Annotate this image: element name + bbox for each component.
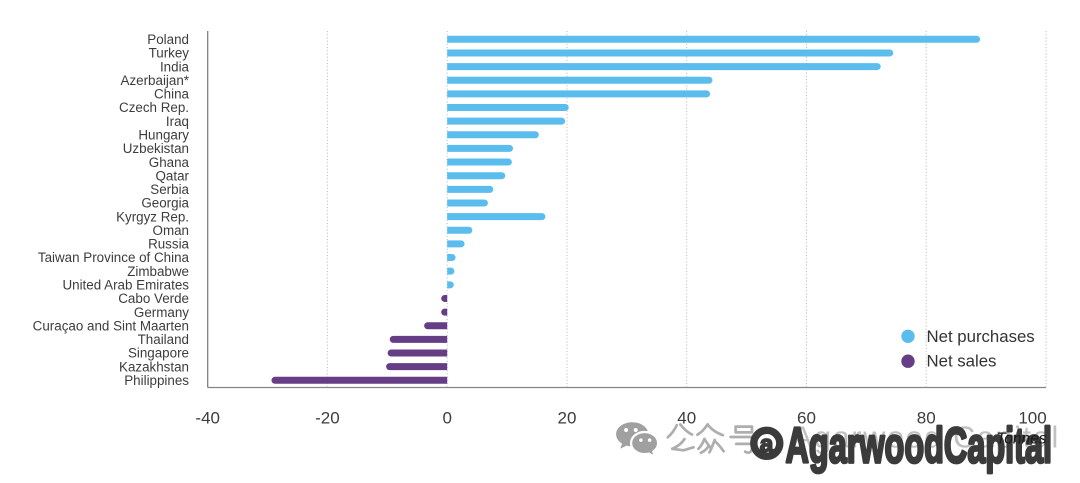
svg-text:Georgia: Georgia [141, 196, 189, 211]
svg-text:AgarwoodCapital: AgarwoodCapital [786, 417, 1052, 473]
svg-text:Net purchases: Net purchases [927, 327, 1035, 346]
svg-text:Ghana: Ghana [149, 155, 190, 170]
svg-text:Agarwood Capital: Agarwood Capital [792, 421, 1060, 455]
svg-text:80: 80 [917, 409, 936, 428]
svg-text:Russia: Russia [148, 237, 189, 252]
svg-text:Zimbabwe: Zimbabwe [127, 264, 189, 279]
svg-text:Germany: Germany [134, 305, 189, 320]
svg-text:Hungary: Hungary [138, 127, 189, 142]
svg-text:-20: -20 [315, 409, 340, 428]
svg-text:India: India [160, 59, 190, 74]
svg-text:Czech Rep.: Czech Rep. [119, 100, 189, 115]
svg-text:Poland: Poland [147, 32, 189, 47]
svg-text:100: 100 [1018, 409, 1046, 428]
svg-text:Turkey: Turkey [149, 46, 190, 61]
svg-text:China: China [154, 87, 190, 102]
svg-text:Cabo Verde: Cabo Verde [118, 291, 189, 306]
svg-text:Singapore: Singapore [128, 346, 189, 361]
svg-text:Iraq: Iraq [166, 114, 189, 129]
svg-text:Thailand: Thailand [138, 332, 189, 347]
svg-text:40: 40 [677, 409, 696, 428]
svg-text:Uzbekistan: Uzbekistan [123, 141, 189, 156]
svg-text:Philippines: Philippines [124, 373, 189, 388]
svg-text:Taiwan Province of China: Taiwan Province of China [38, 250, 190, 265]
svg-text:Curaçao and Sint Maarten: Curaçao and Sint Maarten [33, 318, 189, 333]
svg-text:United Arab Emirates: United Arab Emirates [62, 278, 189, 293]
svg-text:60: 60 [797, 409, 816, 428]
svg-text:Serbia: Serbia [150, 182, 189, 197]
svg-text:Azerbaijan*: Azerbaijan* [121, 73, 189, 88]
svg-text:20: 20 [558, 409, 577, 428]
svg-text:Tonnes: Tonnes [996, 431, 1047, 448]
svg-text:Net sales: Net sales [927, 352, 997, 371]
svg-text:Kyrgyz Rep.: Kyrgyz Rep. [116, 209, 189, 224]
svg-text:Kazakhstan: Kazakhstan [119, 359, 189, 374]
svg-text:-40: -40 [195, 409, 220, 428]
svg-text:Qatar: Qatar [156, 168, 190, 183]
svg-text:Oman: Oman [153, 223, 189, 238]
svg-text:0: 0 [442, 409, 451, 428]
svg-text:a: a [760, 431, 774, 458]
